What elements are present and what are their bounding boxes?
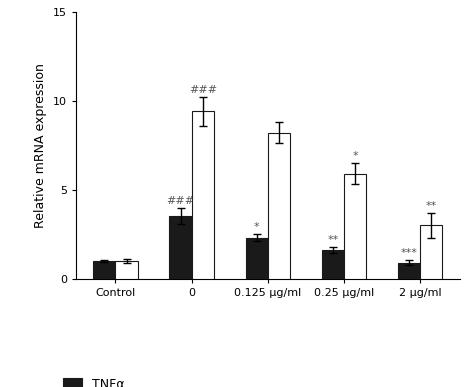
Bar [116,261,137,279]
Y-axis label: Relative mRNA expression: Relative mRNA expression [34,63,47,228]
Bar [170,216,191,279]
Bar [398,263,420,279]
Text: ***: *** [401,248,418,259]
Text: **: ** [426,200,437,211]
Text: *: * [254,222,260,232]
Bar [344,174,366,279]
Bar [93,261,116,279]
Bar [322,250,344,279]
Text: *: * [352,151,358,161]
Bar [246,238,268,279]
Bar [191,111,214,279]
Bar [268,133,290,279]
Text: ###: ### [166,196,195,206]
Legend: TNFα, TNFα + IFNγ: TNFα, TNFα + IFNγ [63,378,170,387]
Text: **: ** [327,235,338,245]
Text: ###: ### [189,85,217,95]
Bar [420,225,442,279]
